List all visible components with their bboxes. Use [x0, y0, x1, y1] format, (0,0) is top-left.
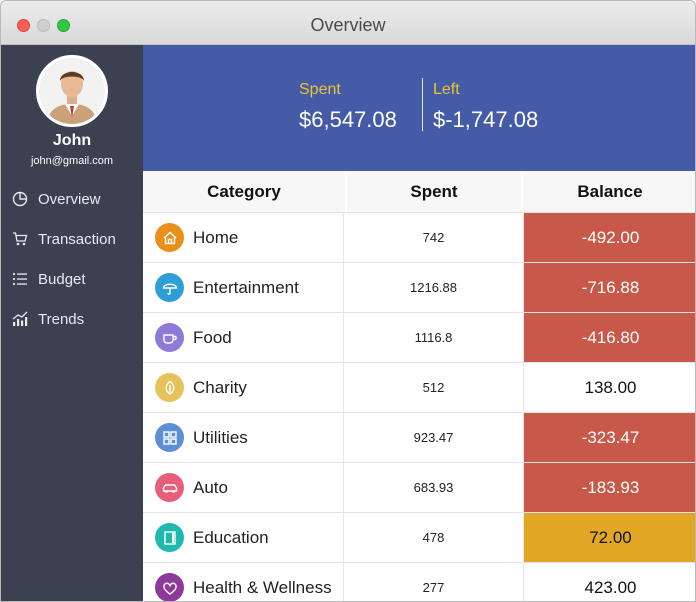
- sidebar-item-transaction[interactable]: Transaction: [1, 219, 143, 259]
- sidebar-item-label: Trends: [38, 310, 85, 328]
- category-name: Health & Wellness: [193, 577, 332, 597]
- category-cell: Utilities: [143, 413, 344, 462]
- house-icon: [155, 223, 184, 252]
- table-row[interactable]: Food 1116.8 -416.80: [143, 312, 695, 362]
- user-email: john@gmail.com: [30, 155, 114, 167]
- table-row[interactable]: Auto 683.93 -183.93: [143, 462, 695, 512]
- spent-cell: 1216.88: [344, 263, 524, 312]
- budget-table: Category Spent Balance Home 742 -492.00 Ent…: [143, 171, 695, 601]
- balance-cell: 423.00: [524, 563, 695, 601]
- balance-cell: -716.88: [524, 263, 695, 312]
- spent-cell: 478: [344, 513, 524, 562]
- cart-icon: [11, 230, 29, 248]
- summary-divider: [422, 78, 423, 131]
- sidebar-nav: Overview Transaction Budget Trends: [1, 179, 143, 339]
- table-row[interactable]: Charity 512 138.00: [143, 362, 695, 412]
- table-row[interactable]: Utilities 923.47 -323.47: [143, 412, 695, 462]
- table-row[interactable]: Home 742 -492.00: [143, 212, 695, 262]
- close-window-button[interactable]: [17, 19, 30, 32]
- trend-chart-icon: [11, 310, 29, 328]
- category-cell: Charity: [143, 363, 344, 412]
- spent-cell: 923.47: [344, 413, 524, 462]
- avatar: [36, 55, 108, 127]
- category-name: Education: [193, 527, 269, 547]
- cup-icon: [155, 323, 184, 352]
- balance-cell: 138.00: [524, 363, 695, 412]
- category-cell: Entertainment: [143, 263, 344, 312]
- left-total: $-1,747.08: [433, 107, 539, 132]
- sidebar-item-label: Budget: [38, 270, 86, 288]
- left-label: Left: [433, 81, 460, 98]
- spent-total: $6,547.08: [299, 107, 397, 132]
- sidebar: John john@gmail.com Overview Transaction…: [1, 45, 143, 601]
- table-header: Category Spent Balance: [143, 171, 695, 212]
- category-name: Auto: [193, 477, 228, 497]
- grid-icon: [155, 423, 184, 452]
- balance-cell: -183.93: [524, 463, 695, 512]
- book-icon: [155, 523, 184, 552]
- spent-cell: 277: [344, 563, 524, 601]
- category-cell: Auto: [143, 463, 344, 512]
- leaf-icon: [155, 373, 184, 402]
- category-name: Home: [193, 227, 239, 247]
- spent-label: Spent: [299, 81, 341, 98]
- list-icon: [11, 270, 29, 288]
- maximize-window-button[interactable]: [57, 19, 70, 32]
- umbrella-icon: [155, 273, 184, 302]
- user-name: John: [52, 132, 92, 149]
- category-cell: Education: [143, 513, 344, 562]
- column-header-balance[interactable]: Balance: [523, 171, 695, 212]
- balance-cell: 72.00: [524, 513, 695, 562]
- column-header-category[interactable]: Category: [143, 171, 345, 212]
- category-cell: Health & Wellness: [143, 563, 344, 601]
- balance-cell: -323.47: [524, 413, 695, 462]
- category-name: Utilities: [193, 427, 248, 447]
- heart-icon: [155, 573, 184, 601]
- summary-banner: Spent $6,547.08 Left $-1,747.08: [143, 45, 695, 171]
- category-cell: Food: [143, 313, 344, 362]
- sidebar-item-budget[interactable]: Budget: [1, 259, 143, 299]
- sidebar-item-label: Transaction: [38, 230, 116, 248]
- column-header-spent[interactable]: Spent: [347, 171, 521, 212]
- category-name: Entertainment: [193, 277, 299, 297]
- table-row[interactable]: Education 478 72.00: [143, 512, 695, 562]
- category-name: Food: [193, 327, 232, 347]
- spent-cell: 1116.8: [344, 313, 524, 362]
- spent-cell: 683.93: [344, 463, 524, 512]
- sidebar-item-overview[interactable]: Overview: [1, 179, 143, 219]
- category-name: Charity: [193, 377, 247, 397]
- car-icon: [155, 473, 184, 502]
- spent-cell: 512: [344, 363, 524, 412]
- spent-cell: 742: [344, 213, 524, 262]
- table-row[interactable]: Entertainment 1216.88 -716.88: [143, 262, 695, 312]
- pie-chart-icon: [11, 190, 29, 208]
- title-bar: Overview: [1, 1, 695, 45]
- table-row[interactable]: Health & Wellness 277 423.00: [143, 562, 695, 601]
- balance-cell: -416.80: [524, 313, 695, 362]
- sidebar-item-label: Overview: [38, 190, 101, 208]
- category-cell: Home: [143, 213, 344, 262]
- window-title: Overview: [310, 15, 386, 35]
- sidebar-item-trends[interactable]: Trends: [1, 299, 143, 339]
- balance-cell: -492.00: [524, 213, 695, 262]
- minimize-window-button[interactable]: [37, 19, 50, 32]
